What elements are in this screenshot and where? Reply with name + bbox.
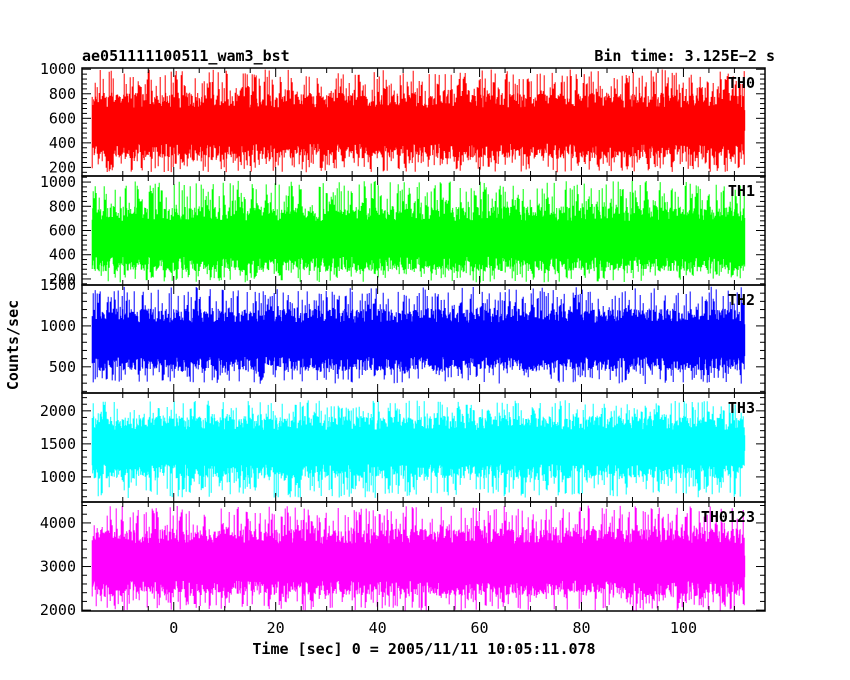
panel-label-th0: TH0 xyxy=(728,74,755,92)
y-tick-label: 1000 xyxy=(40,60,76,78)
panel-frame xyxy=(81,501,766,612)
panel-th0: 200 400 600 800 1000 TH0 xyxy=(40,60,766,177)
y-tick-label: 1500 xyxy=(40,276,76,294)
chart-title: ae051111100511_wam3_bst xyxy=(82,47,290,65)
panel-label-th1: TH1 xyxy=(728,182,755,200)
x-tick-label: 40 xyxy=(369,619,387,637)
panel-label-th0123: TH0123 xyxy=(701,508,755,526)
y-tick-label: 500 xyxy=(49,358,76,376)
y-tick-label: 800 xyxy=(49,85,76,103)
x-tick-label: 0 xyxy=(169,619,178,637)
y-tick-label: 1000 xyxy=(40,317,76,335)
series-line-th1 xyxy=(91,180,746,283)
series-line-th0 xyxy=(91,69,746,173)
y-tick-label: 800 xyxy=(49,197,76,215)
y-tick-label: 1000 xyxy=(40,468,76,486)
series-line-th2 xyxy=(91,286,746,384)
y-tick-label: 4000 xyxy=(40,514,76,532)
panel-th3: 1000 1500 2000 TH3 xyxy=(40,392,766,503)
x-tick-label: 20 xyxy=(267,619,285,637)
panel-th2: 500 1000 1500 TH2 xyxy=(40,276,766,394)
panel-th0123: 2000 3000 4000 TH0123 xyxy=(40,501,766,619)
y-tick-label: 1500 xyxy=(40,435,76,453)
y-tick-label: 400 xyxy=(49,246,76,264)
bin-time-label: Bin time: 3.125E−2 s xyxy=(594,47,775,65)
x-tick-label: 80 xyxy=(572,619,590,637)
y-tick-label: 200 xyxy=(49,158,76,176)
panel-label-th3: TH3 xyxy=(728,399,755,417)
x-tick-label: 100 xyxy=(670,619,697,637)
series-line-th0123 xyxy=(91,505,746,611)
panel-th1: 200 400 600 800 1000 TH1 xyxy=(40,173,766,288)
y-tick-label: 200 xyxy=(49,270,76,288)
x-tick-label: 60 xyxy=(471,619,489,637)
y-tick-label: 1000 xyxy=(40,173,76,191)
y-tick-label: 2000 xyxy=(40,402,76,420)
y-tick-label: 600 xyxy=(49,109,76,127)
y-axis-label: Counts/sec xyxy=(4,300,22,390)
y-tick-label: 3000 xyxy=(40,558,76,576)
x-axis-label: Time [sec] 0 = 2005/11/11 10:05:11.078 xyxy=(252,640,595,658)
y-tick-label: 400 xyxy=(49,134,76,152)
panel-label-th2: TH2 xyxy=(728,291,755,309)
series-line-th3 xyxy=(91,400,746,498)
y-tick-label: 2000 xyxy=(40,601,76,619)
y-tick-label: 600 xyxy=(49,222,76,240)
